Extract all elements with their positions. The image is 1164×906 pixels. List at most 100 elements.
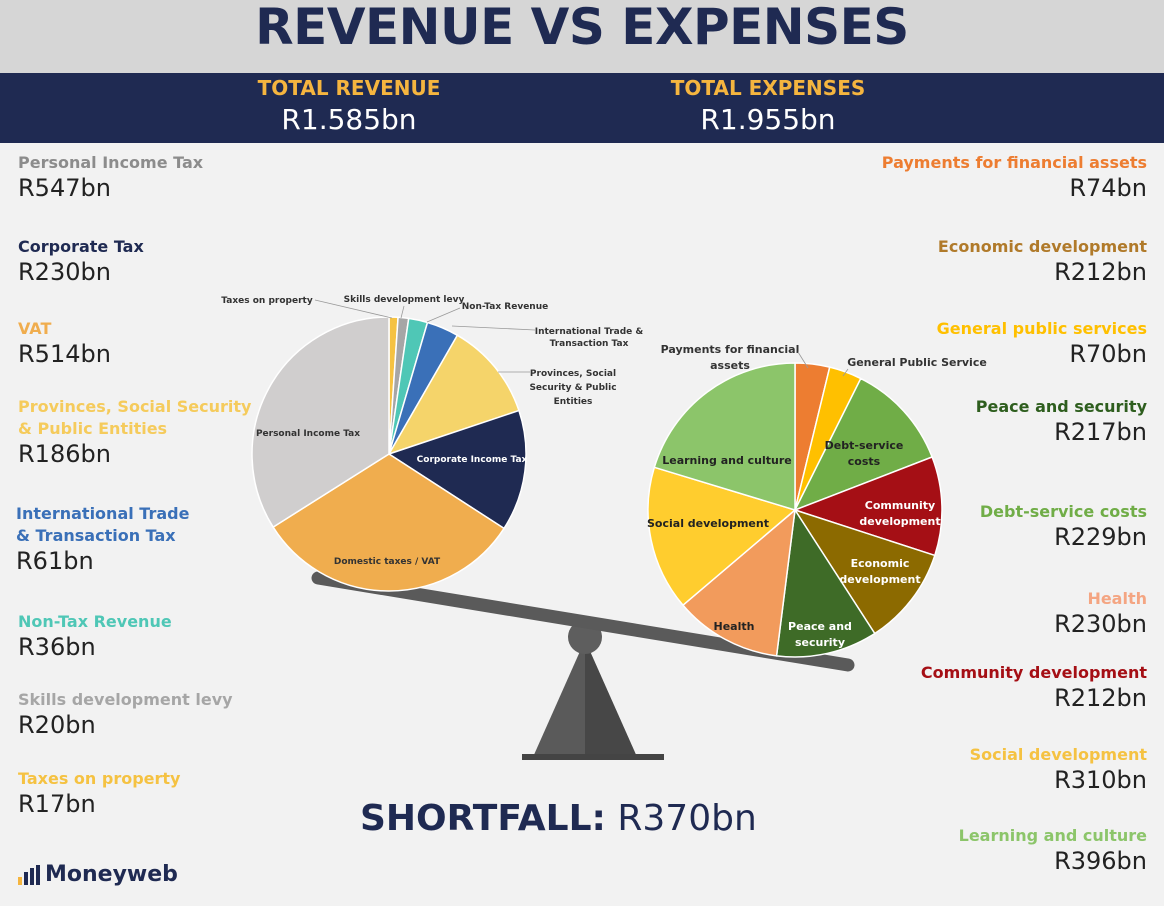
shortfall-value: R370bn <box>617 798 757 839</box>
pie-slice-label: Taxes on property <box>221 296 313 306</box>
revenue-item-label: Personal Income Tax <box>18 153 204 172</box>
expense-item-value: R230bn <box>1054 610 1147 638</box>
revenue-item-value: R36bn <box>18 633 96 661</box>
expense-item-label: Debt-service costs <box>979 502 1147 521</box>
expense-item-value: R212bn <box>1054 258 1147 286</box>
revenue-item-provinces: Provinces, Social Security & Public Enti… <box>18 396 251 468</box>
shortfall-label: SHORTFALL: <box>360 798 606 839</box>
revenue-item-value: R186bn <box>18 440 111 468</box>
revenue-item-value: R61bn <box>16 547 94 575</box>
pie-slice-label: Economic development <box>839 557 920 586</box>
pie-slice-label: Learning and culture <box>662 454 792 467</box>
pie-slice <box>387 409 527 530</box>
pie-slice <box>388 316 410 455</box>
pie-slice <box>272 453 506 592</box>
revenue-item-property-taxes: Taxes on property R17bn <box>18 768 180 818</box>
pie-slice <box>653 362 796 512</box>
pie-slice <box>647 466 797 607</box>
pie-slice <box>387 334 520 456</box>
leader-line <box>797 351 809 369</box>
revenue-item-value: R230bn <box>18 258 111 286</box>
pie-slice <box>388 317 429 455</box>
revenue-item-label: Non-Tax Revenue <box>18 612 172 631</box>
moneyweb-logo-icon <box>18 864 40 885</box>
pie-slice-label: Non-Tax Revenue <box>462 302 548 312</box>
expense-item-general-public-services: General public services R70bn <box>937 318 1147 368</box>
pie-slice <box>793 377 934 512</box>
revenue-item-value: R514bn <box>18 340 111 368</box>
expense-item-value: R310bn <box>1054 766 1147 794</box>
pie-slice <box>251 316 390 529</box>
pie-slice-label: Personal Income Tax <box>256 429 360 439</box>
expense-item-value: R229bn <box>1054 523 1147 551</box>
revenue-item-skills-levy: Skills development levy R20bn <box>18 689 233 739</box>
pie-slice <box>794 362 831 511</box>
expense-item-label: Payments for financial assets <box>881 153 1147 172</box>
expense-item-debt-service: Debt-service costs R229bn <box>980 501 1147 551</box>
pie-slice-label: Payments for financial assets <box>661 343 800 372</box>
expense-item-economic-development: Economic development R212bn <box>938 236 1147 286</box>
expense-item-value: R217bn <box>1054 418 1147 446</box>
pie-slice-label: Skills development levy <box>344 295 465 305</box>
revenue-item-label-line2: & Transaction Tax <box>16 526 176 545</box>
pie-slice-label: Community development <box>859 499 940 528</box>
total-expenses-value: R1.955bn <box>700 103 836 136</box>
expense-item-health: Health R230bn <box>1054 588 1147 638</box>
scale-beam <box>311 571 855 672</box>
expense-item-label: Learning and culture <box>958 826 1147 845</box>
leader-line <box>314 299 393 319</box>
brand-logo: Moneyweb <box>18 862 178 887</box>
expense-item-community-development: Community development R212bn <box>921 662 1147 712</box>
totals-band <box>0 73 1164 143</box>
expense-item-learning-culture: Learning and culture R396bn <box>959 825 1147 875</box>
expense-item-label: Economic development <box>937 237 1147 256</box>
pie-slice <box>794 366 862 511</box>
pie-labels: Taxes on property Skills development levy… <box>221 295 987 649</box>
revenue-item-label: Taxes on property <box>18 769 181 788</box>
pie-slice <box>792 456 943 557</box>
revenue-item-corporate-tax: Corporate Tax R230bn <box>18 236 144 286</box>
expense-item-value: R212bn <box>1054 684 1147 712</box>
expense-item-label: Social development <box>969 745 1147 764</box>
leader-line <box>451 325 536 331</box>
revenue-item-international-trade: International Trade & Transaction Tax R6… <box>16 503 189 575</box>
revenue-item-label: International Trade <box>16 504 190 523</box>
expense-pie <box>647 362 943 658</box>
leader-line <box>400 305 405 319</box>
leader-line <box>426 307 461 323</box>
scale-pivot <box>568 620 602 654</box>
scale-stand-shadow <box>585 640 637 757</box>
total-revenue-label: TOTAL REVENUE <box>257 76 441 100</box>
expense-item-value: R70bn <box>1069 340 1147 368</box>
revenue-item-label: VAT <box>18 319 52 338</box>
revenue-item-label: Corporate Tax <box>18 237 144 256</box>
expense-item-value: R74bn <box>1069 174 1147 202</box>
revenue-item-label-line2: & Public Entities <box>18 419 168 438</box>
pie-slice <box>388 316 399 455</box>
pie-slice-label: Provinces, Social Security & Public Entiti… <box>529 369 616 407</box>
revenue-item-label: Skills development levy <box>18 690 233 709</box>
pie-slice-label: International Trade & Transaction Tax <box>535 327 644 349</box>
pie-slice-label: Corporate Income Tax <box>417 455 528 465</box>
total-expenses-label: TOTAL EXPENSES <box>670 76 866 100</box>
pie-slice-label: Social development <box>647 517 769 530</box>
pie-slice-label: Domestic taxes / VAT <box>334 557 441 567</box>
revenue-item-label: Provinces, Social Security <box>18 397 252 416</box>
title-band <box>0 0 1164 73</box>
page-title: REVENUE VS EXPENSES <box>255 0 909 56</box>
expense-item-label: Peace and security <box>975 397 1147 416</box>
pie-slice-label: Health <box>714 620 755 633</box>
revenue-pie <box>251 316 527 592</box>
revenue-item-value: R20bn <box>18 711 96 739</box>
expense-item-label: General public services <box>936 319 1147 338</box>
revenue-item-personal-income-tax: Personal Income Tax R547bn <box>18 152 203 202</box>
expense-item-label: Community development <box>920 663 1147 682</box>
brand-name: Moneyweb <box>45 862 178 887</box>
pie-slice-label: Peace and security <box>788 620 852 649</box>
expense-item-financial-assets: Payments for financial assets R74bn <box>882 152 1147 202</box>
shortfall-banner: SHORTFALL: R370bn <box>360 798 757 839</box>
pie-slice <box>775 507 876 658</box>
revenue-item-value: R547bn <box>18 174 111 202</box>
pie-slice <box>388 321 459 455</box>
revenue-item-non-tax: Non-Tax Revenue R36bn <box>18 611 172 661</box>
